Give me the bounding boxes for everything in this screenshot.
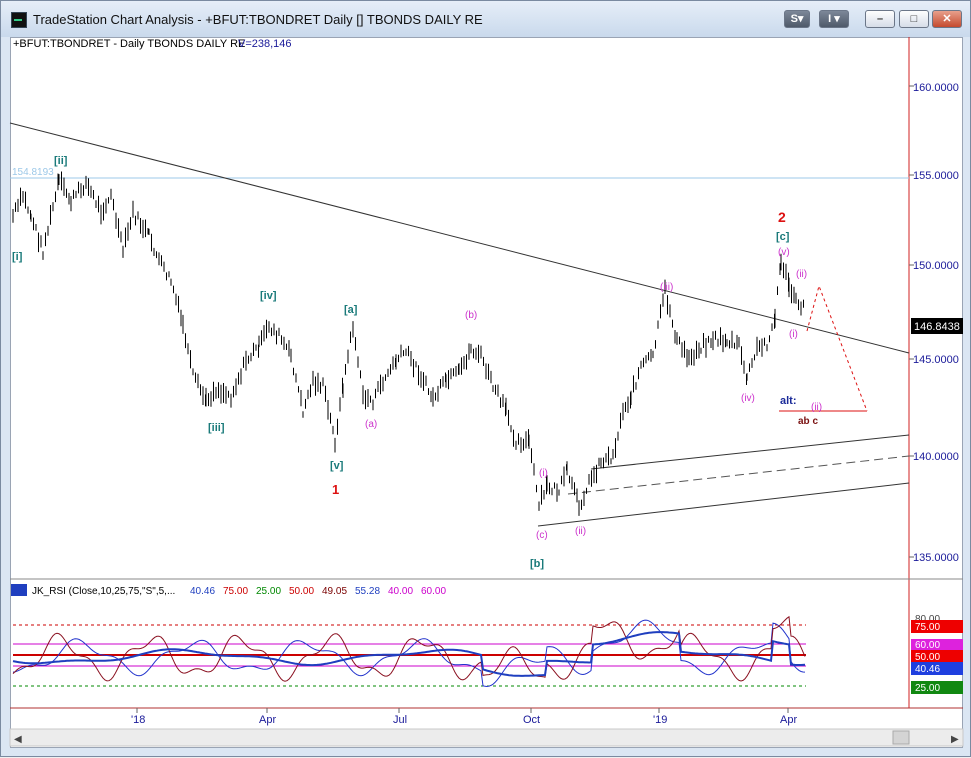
- window-title: TradeStation Chart Analysis - +BFUT:TBON…: [33, 12, 483, 27]
- indicator-value-8: 60.00: [421, 586, 446, 597]
- price-tick: 145.0000: [913, 354, 959, 366]
- indicator-axis-label: 25.00: [915, 683, 940, 694]
- wave-label-2: 2: [778, 209, 786, 225]
- wave-label-ii-minor-2: (ii): [796, 269, 807, 280]
- wave-label-i-major: [i]: [12, 251, 23, 263]
- wave-label-a-minor: (a): [365, 419, 377, 430]
- wave-label-a-major: [a]: [344, 304, 358, 316]
- chart-client-area: [10, 37, 963, 748]
- symbol-button-label: S: [790, 13, 798, 25]
- wave-label-v-minor: (v): [778, 247, 790, 258]
- wave-label-v-major: [v]: [330, 460, 344, 472]
- indicator-color-swatch: [11, 584, 27, 596]
- wave-label-ii-major: [ii]: [54, 155, 68, 167]
- wave-label-iv-major: [iv]: [260, 290, 277, 302]
- minimize-button[interactable]: –: [865, 10, 895, 28]
- wave-label-b-minor: (b): [465, 310, 477, 321]
- price-axis[interactable]: 160.0000 155.0000 150.0000 145.0000 140.…: [909, 82, 963, 564]
- minimize-icon: –: [876, 13, 884, 25]
- channel-lower-line[interactable]: [537, 482, 910, 527]
- title-bar[interactable]: TradeStation Chart Analysis - +BFUT:TBON…: [1, 1, 970, 37]
- price-tick: 160.0000: [913, 82, 959, 94]
- price-tick: 140.0000: [913, 451, 959, 463]
- wave-label-iii-minor: (iii): [660, 282, 673, 293]
- indicator-marker-25: [911, 681, 963, 694]
- alt-label: alt:: [780, 395, 797, 407]
- rsi-line: [12, 631, 806, 677]
- time-tick: Apr: [780, 714, 797, 726]
- channel-middle-line[interactable]: [567, 455, 910, 495]
- indicator-value-1: 40.46: [190, 586, 215, 597]
- indicator-value-6: 55.28: [355, 586, 380, 597]
- indicator-marker-60: [911, 639, 963, 650]
- rsi-line: [12, 615, 806, 682]
- wave-label-iv-minor: (iv): [741, 393, 755, 404]
- maximize-icon: □: [910, 13, 918, 25]
- wave-label-ii-minor-1: (ii): [575, 526, 586, 537]
- indicator-axis-label: 40.46: [915, 664, 940, 675]
- tradestation-app-icon: [11, 12, 27, 28]
- indicator-axis-label: 80.00: [915, 614, 940, 625]
- indicator-axis-label: 50.00: [915, 652, 940, 663]
- indicator-button-label: I: [828, 13, 832, 25]
- indicator-axis-label: 60.00: [915, 640, 940, 651]
- high-line-label: 154.8193: [12, 167, 54, 178]
- time-tick: Apr: [259, 714, 276, 726]
- horizontal-scrollbar[interactable]: [9, 728, 964, 747]
- wave-label-c-minor: (c): [536, 530, 548, 541]
- time-axis[interactable]: '18 Apr Jul Oct '19 Apr: [131, 708, 797, 726]
- wave-label-i-minor-1: (i): [539, 468, 548, 479]
- indicator-marker-50: [911, 650, 963, 662]
- time-tick: '19: [653, 714, 667, 726]
- wave-label-b-major: [b]: [530, 558, 544, 570]
- indicator-axis: 80.00 75.00 60.00 50.00 40.46 25.00: [911, 614, 963, 694]
- indicator-menu-button[interactable]: I ▾: [819, 10, 849, 28]
- close-icon: ✕: [942, 13, 952, 25]
- time-tick: Jul: [393, 714, 407, 726]
- symbol-dropdown-icon: ▾: [797, 13, 804, 25]
- time-tick: Oct: [523, 714, 540, 726]
- channel-upper-line[interactable]: [590, 434, 910, 470]
- indicator-value-3: 25.00: [256, 586, 281, 597]
- chart-symbol-header: +BFUT:TBONDRET - Daily TBONDS DAILY RE: [13, 38, 245, 50]
- wave-label-c-major: [c]: [776, 231, 790, 243]
- indicator-value-2: 75.00: [223, 586, 248, 597]
- wave-label-1: 1: [332, 482, 339, 497]
- close-button[interactable]: ✕: [932, 10, 962, 28]
- indicator-name: JK_RSI (Close,10,25,75,"S",5,...: [32, 586, 175, 597]
- indicator-marker-75: [911, 620, 963, 633]
- abc-label: ab c: [798, 416, 818, 427]
- scroll-left-icon[interactable]: ◀: [14, 734, 22, 745]
- volume-readout: V=238,146: [238, 38, 292, 50]
- indicator-axis-label: 75.00: [915, 622, 940, 633]
- maximize-button[interactable]: □: [899, 10, 929, 28]
- wave-label-iii-major: [iii]: [208, 422, 225, 434]
- price-bars[interactable]: [12, 171, 804, 516]
- projected-wave-path[interactable]: [806, 284, 868, 412]
- price-tick: 150.0000: [913, 260, 959, 272]
- indicator-value-5: 49.05: [322, 586, 347, 597]
- symbol-menu-button[interactable]: S▾: [784, 10, 810, 28]
- indicator-dropdown-icon: ▾: [834, 13, 840, 25]
- indicator-marker-current: [911, 662, 963, 675]
- scroll-right-icon[interactable]: ▶: [951, 734, 959, 745]
- wave-label-i-minor-2: (i): [789, 329, 798, 340]
- last-price-marker: [911, 318, 963, 334]
- scrollbar-thumb[interactable]: [892, 730, 910, 745]
- wave-labels: [ii] [i] [iii] [iv] [v] 1 [a] [b] [c] 2 …: [12, 155, 818, 570]
- wave-label-ii-alt: (ii): [811, 402, 822, 413]
- time-tick: '18: [131, 714, 145, 726]
- price-tick: 135.0000: [913, 552, 959, 564]
- rsi-lines[interactable]: [12, 615, 806, 688]
- indicator-header: JK_RSI (Close,10,25,75,"S",5,... 40.46 7…: [32, 586, 446, 597]
- price-tick: 155.0000: [913, 170, 959, 182]
- indicator-value-4: 50.00: [289, 586, 314, 597]
- minor-wave-labels: (a) (b) (c) (i) (ii) (iii) (iv) (v) (i) …: [365, 247, 822, 541]
- descending-trendline[interactable]: [9, 122, 910, 354]
- indicator-value-7: 40.00: [388, 586, 413, 597]
- last-price-label: 146.8438: [914, 321, 960, 333]
